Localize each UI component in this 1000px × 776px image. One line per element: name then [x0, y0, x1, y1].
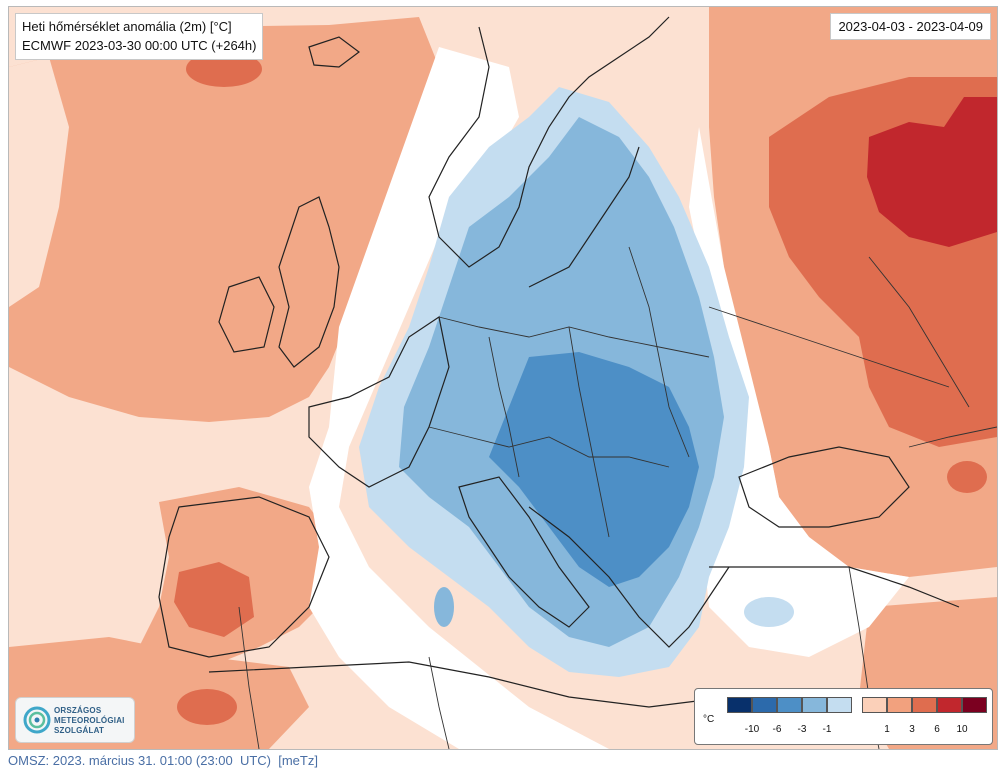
legend-swatch-negative-4 — [827, 697, 852, 713]
legend-tick-negative-1: -6 — [772, 724, 782, 735]
logo-text: ORSZÁGOS METEOROLÓGIAI SZOLGÁLAT — [54, 706, 125, 736]
legend-swatch-negative-0 — [727, 697, 752, 713]
iberia-hot-region — [174, 562, 254, 637]
legend-tick-negative-2: -3 — [797, 724, 807, 735]
black-sea-coast — [738, 446, 910, 528]
model-run-info: ECMWF 2023-03-30 00:00 UTC (+264h) — [22, 38, 257, 53]
border-11 — [238, 606, 260, 749]
border-8 — [908, 426, 997, 448]
color-legend: °C -10 -6 -3 -1 1 3 6 10 — [694, 688, 993, 745]
border-7 — [868, 256, 970, 408]
legend-tick-positive-3: 10 — [956, 724, 968, 735]
map-title: Heti hőmérséklet anomália (2m) [°C] — [22, 19, 232, 34]
legend-tick-positive-2: 6 — [934, 724, 940, 735]
omsz-swirl-icon — [23, 706, 51, 734]
logo-line-3: SZOLGÁLAT — [54, 726, 105, 735]
legend-swatch-positive-0 — [862, 697, 887, 713]
legend-tick-positive-0: 1 — [884, 724, 890, 735]
date-range-box: 2023-04-03 - 2023-04-09 — [830, 13, 991, 40]
omsz-logo: ORSZÁGOS METEOROLÓGIAI SZOLGÁLAT — [15, 697, 135, 743]
north-africa-coast — [208, 661, 730, 708]
legend-tick-negative-0: -10 — [744, 724, 760, 735]
legend-swatch-negative-2 — [777, 697, 802, 713]
atlantic-light-region — [9, 57, 69, 307]
map-frame: Heti hőmérséklet anomália (2m) [°C] ECMW… — [8, 6, 998, 750]
italy-coast — [458, 476, 590, 628]
border-4 — [568, 326, 610, 538]
legend-swatch-positive-3 — [937, 697, 962, 713]
temperature-anomaly-map — [9, 7, 997, 749]
east-neutral-band — [689, 127, 909, 657]
map-title-box: Heti hőmérséklet anomália (2m) [°C] ECMW… — [15, 13, 264, 60]
atlantic-hot-spot — [186, 51, 262, 87]
neutral-band — [309, 47, 609, 749]
cold-region-level-3 — [489, 352, 699, 587]
border-3 — [488, 336, 520, 478]
great-britain-coast — [278, 196, 340, 368]
legend-unit: °C — [703, 714, 715, 725]
border-10 — [428, 656, 450, 749]
border-6 — [708, 306, 950, 388]
logo-line-2: METEOROLÓGIAI — [54, 716, 125, 725]
legend-swatch-positive-4 — [962, 697, 987, 713]
atlantic-warm-region — [9, 17, 439, 422]
iceland-coast — [308, 36, 360, 68]
caucasus-hot-spot — [947, 461, 987, 493]
ireland-coast — [218, 276, 275, 353]
legend-swatch-negative-3 — [802, 697, 827, 713]
scandinavia-coast — [428, 16, 670, 268]
logo-line-1: ORSZÁGOS — [54, 706, 102, 715]
iberia-coast — [158, 496, 330, 658]
coastlines — [158, 16, 960, 708]
balkans-coast — [528, 506, 730, 648]
footer-timestamp: OMSZ: 2023. március 31. 01:00 (23:00 UTC… — [8, 753, 318, 768]
date-range: 2023-04-03 - 2023-04-09 — [838, 19, 983, 34]
legend-swatch-negative-1 — [752, 697, 777, 713]
border-5 — [628, 246, 690, 458]
legend-tick-positive-1: 3 — [909, 724, 915, 735]
east-very-hot-region — [867, 97, 997, 247]
aegean-cold-spot — [744, 597, 794, 627]
corsica-cold-spot — [434, 587, 454, 627]
baltic-coast — [528, 146, 640, 288]
france-coast — [308, 316, 450, 488]
legend-swatch-positive-1 — [887, 697, 912, 713]
legend-tick-negative-3: -1 — [822, 724, 832, 735]
legend-swatch-positive-2 — [912, 697, 937, 713]
north-africa-hot-spot — [177, 689, 237, 725]
border-2 — [428, 426, 670, 468]
